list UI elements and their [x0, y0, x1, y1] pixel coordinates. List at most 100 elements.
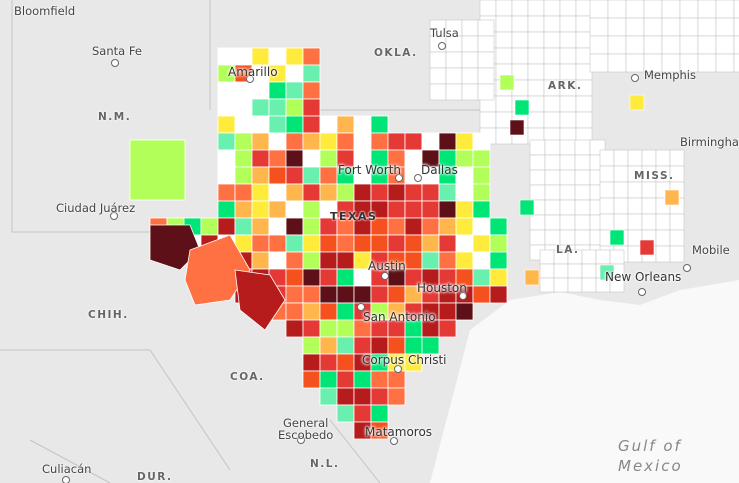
county[interactable] — [370, 234, 389, 253]
neighbor-county-colored[interactable] — [639, 239, 655, 256]
county[interactable] — [421, 336, 440, 355]
county[interactable] — [438, 319, 457, 338]
county[interactable] — [302, 234, 321, 253]
county[interactable] — [319, 302, 338, 321]
city-marker-general-escobedo[interactable] — [297, 436, 305, 444]
county[interactable] — [285, 166, 304, 185]
county[interactable] — [285, 200, 304, 219]
county[interactable] — [217, 132, 236, 151]
county[interactable] — [285, 183, 304, 202]
county[interactable] — [302, 200, 321, 219]
county[interactable] — [421, 132, 440, 151]
county[interactable] — [251, 47, 270, 66]
county[interactable] — [285, 64, 304, 83]
county[interactable] — [438, 217, 457, 236]
county[interactable] — [455, 132, 474, 151]
county[interactable] — [387, 285, 406, 304]
county[interactable] — [455, 183, 474, 202]
county[interactable] — [387, 132, 406, 151]
county[interactable] — [489, 251, 508, 270]
county[interactable] — [336, 336, 355, 355]
city-marker-tulsa[interactable] — [438, 42, 446, 50]
county[interactable] — [438, 234, 457, 253]
county[interactable] — [472, 217, 491, 236]
county[interactable] — [302, 353, 321, 372]
county[interactable] — [353, 285, 372, 304]
county[interactable] — [472, 183, 491, 202]
county[interactable] — [319, 234, 338, 253]
county[interactable] — [319, 370, 338, 389]
county[interactable] — [302, 319, 321, 338]
county[interactable] — [387, 217, 406, 236]
county[interactable] — [234, 98, 253, 117]
county[interactable] — [319, 251, 338, 270]
county[interactable] — [302, 302, 321, 321]
county[interactable] — [489, 217, 508, 236]
county[interactable] — [336, 370, 355, 389]
county[interactable] — [421, 217, 440, 236]
county[interactable] — [319, 285, 338, 304]
county[interactable] — [404, 336, 423, 355]
county[interactable] — [353, 387, 372, 406]
county[interactable] — [370, 336, 389, 355]
city-marker-dallas[interactable] — [414, 174, 422, 182]
county[interactable] — [455, 234, 474, 253]
city-label-austin[interactable]: Austin — [368, 259, 406, 273]
city-label-memphis[interactable]: Memphis — [644, 68, 696, 82]
county[interactable] — [455, 200, 474, 219]
county[interactable] — [234, 47, 253, 66]
city-marker-austin[interactable] — [381, 272, 389, 280]
county[interactable] — [319, 336, 338, 355]
county[interactable] — [200, 217, 219, 236]
county[interactable] — [472, 285, 491, 304]
county[interactable] — [438, 132, 457, 151]
county[interactable] — [268, 217, 287, 236]
county[interactable] — [285, 217, 304, 236]
county[interactable] — [268, 200, 287, 219]
county[interactable] — [438, 302, 457, 321]
county[interactable] — [184, 234, 251, 306]
county[interactable] — [353, 336, 372, 355]
city-label-tulsa[interactable]: Tulsa — [430, 26, 459, 40]
city-marker-san-antonio[interactable] — [357, 303, 365, 311]
county[interactable] — [285, 132, 304, 151]
county[interactable] — [455, 166, 474, 185]
county[interactable] — [302, 285, 321, 304]
county[interactable] — [455, 302, 474, 321]
city-label-new-orleans[interactable]: New Orleans — [605, 270, 682, 284]
county[interactable] — [268, 81, 287, 100]
county[interactable] — [251, 81, 270, 100]
county[interactable] — [404, 234, 423, 253]
county[interactable] — [336, 115, 355, 134]
county[interactable] — [234, 200, 253, 219]
county[interactable] — [387, 336, 406, 355]
county[interactable] — [472, 149, 491, 168]
county[interactable] — [353, 183, 372, 202]
county[interactable] — [302, 251, 321, 270]
county[interactable] — [387, 370, 406, 389]
county[interactable] — [472, 200, 491, 219]
city-label-corpus-christi[interactable]: Corpus Christi — [362, 353, 447, 367]
county[interactable] — [302, 268, 321, 287]
neighbor-county-colored[interactable] — [519, 199, 535, 216]
county[interactable] — [455, 217, 474, 236]
county[interactable] — [285, 302, 304, 321]
county[interactable] — [302, 47, 321, 66]
city-marker-santa-fe[interactable] — [111, 59, 119, 67]
county[interactable] — [336, 251, 355, 270]
county[interactable] — [336, 268, 355, 287]
county[interactable] — [404, 183, 423, 202]
county[interactable] — [404, 251, 423, 270]
county[interactable] — [285, 285, 304, 304]
county[interactable] — [404, 132, 423, 151]
county[interactable] — [217, 217, 236, 236]
city-label-mobile[interactable]: Mobile — [692, 243, 730, 257]
city-marker-houston[interactable] — [459, 292, 467, 300]
county[interactable] — [251, 115, 270, 134]
county[interactable] — [285, 251, 304, 270]
county[interactable] — [455, 251, 474, 270]
county[interactable] — [353, 404, 372, 423]
county[interactable] — [268, 183, 287, 202]
county[interactable] — [217, 81, 236, 100]
neighbor-county-colored[interactable] — [514, 99, 530, 116]
